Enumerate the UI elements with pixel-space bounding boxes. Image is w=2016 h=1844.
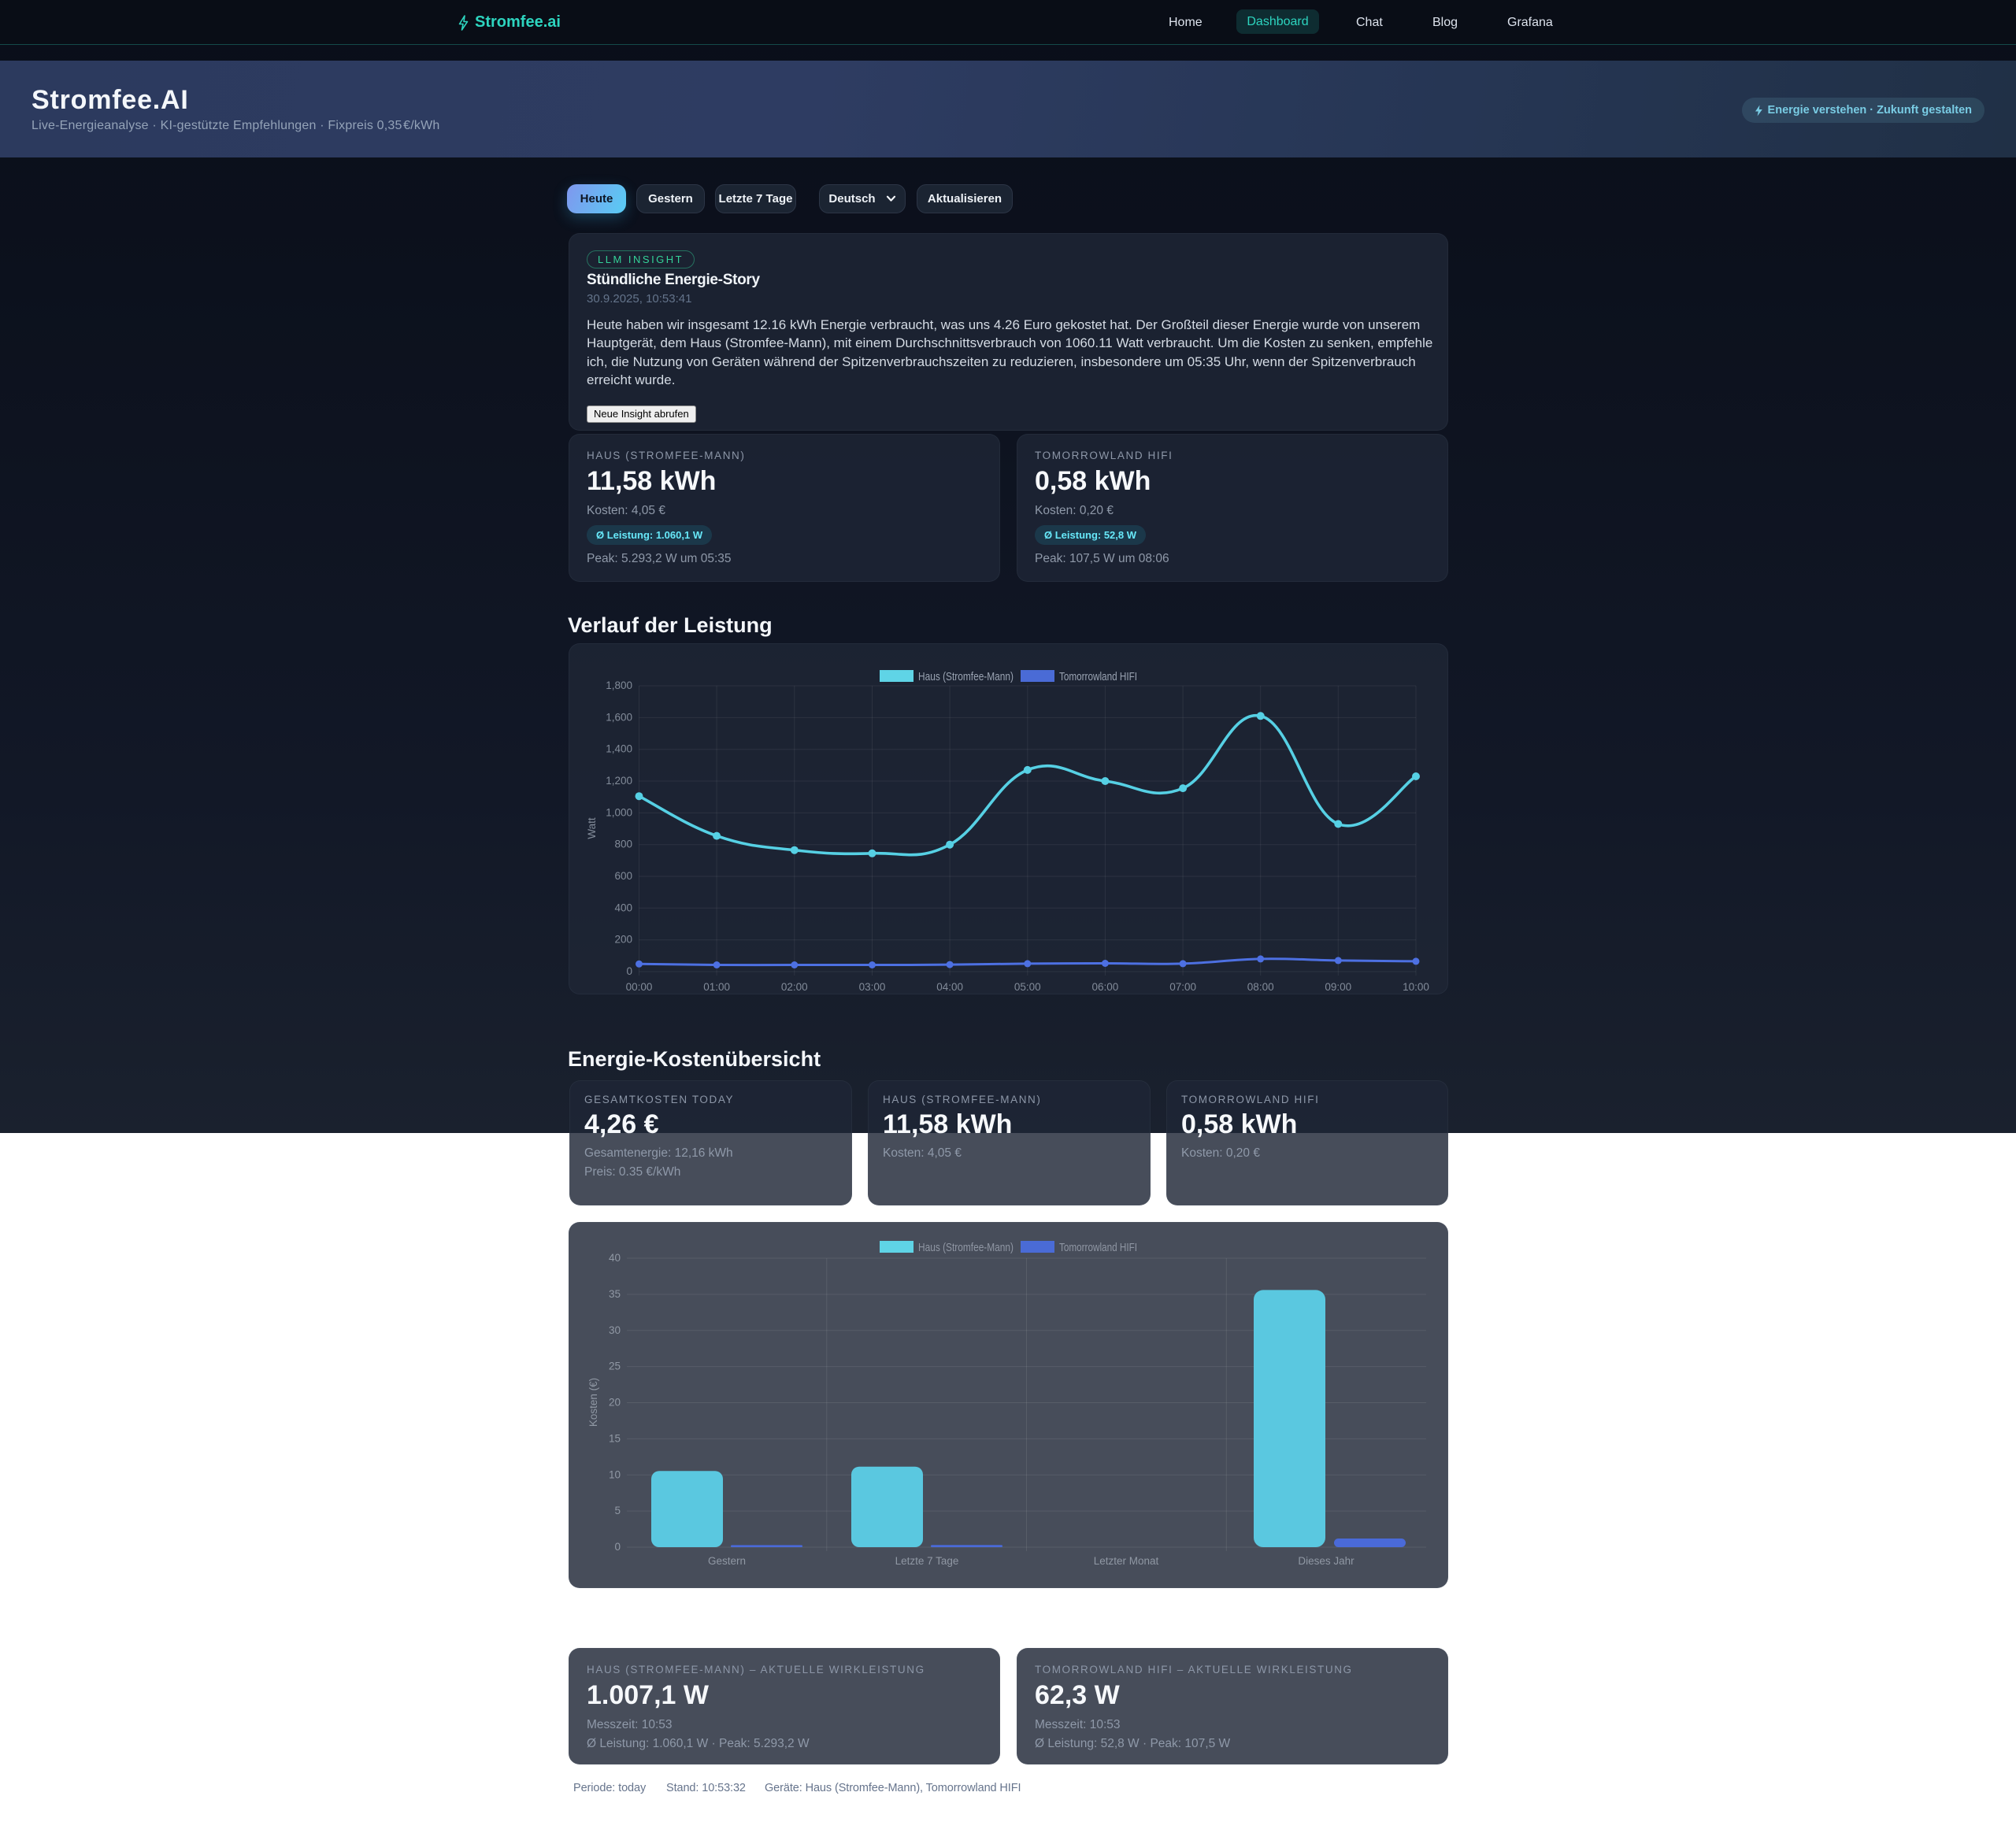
svg-text:04:00: 04:00: [936, 981, 963, 993]
svg-text:Haus (Stromfee-Mann): Haus (Stromfee-Mann): [918, 671, 1014, 683]
svg-text:05:00: 05:00: [1014, 981, 1041, 993]
svg-text:Letzte 7 Tage: Letzte 7 Tage: [895, 1555, 959, 1567]
svg-text:06:00: 06:00: [1092, 981, 1119, 993]
svg-text:09:00: 09:00: [1325, 981, 1351, 993]
svg-text:01:00: 01:00: [703, 981, 730, 993]
svg-text:10: 10: [609, 1468, 621, 1480]
svg-text:02:00: 02:00: [781, 981, 808, 993]
svg-text:03:00: 03:00: [859, 981, 886, 993]
svg-text:00:00: 00:00: [626, 981, 653, 993]
svg-text:20: 20: [609, 1397, 621, 1409]
svg-text:5: 5: [614, 1505, 621, 1516]
svg-text:25: 25: [609, 1361, 621, 1372]
svg-text:0: 0: [614, 1541, 621, 1553]
svg-text:08:00: 08:00: [1247, 981, 1274, 993]
svg-text:200: 200: [614, 934, 632, 946]
svg-text:10:00: 10:00: [1403, 981, 1429, 993]
svg-text:Gestern: Gestern: [708, 1555, 746, 1567]
svg-text:Letzter Monat: Letzter Monat: [1094, 1555, 1159, 1567]
svg-text:35: 35: [609, 1288, 621, 1300]
svg-text:30: 30: [609, 1324, 621, 1336]
svg-text:Watt: Watt: [586, 817, 598, 839]
svg-text:1,200: 1,200: [606, 775, 632, 787]
svg-text:Haus (Stromfee-Mann): Haus (Stromfee-Mann): [918, 1242, 1014, 1254]
svg-text:400: 400: [614, 902, 632, 913]
svg-text:600: 600: [614, 870, 632, 882]
svg-text:800: 800: [614, 839, 632, 850]
svg-text:07:00: 07:00: [1169, 981, 1196, 993]
svg-text:1,400: 1,400: [606, 743, 632, 755]
svg-text:Tomorrowland HIFI: Tomorrowland HIFI: [1059, 1242, 1137, 1254]
svg-text:Tomorrowland HIFI: Tomorrowland HIFI: [1059, 671, 1137, 683]
svg-text:1,800: 1,800: [606, 679, 632, 691]
svg-text:1,000: 1,000: [606, 806, 632, 818]
svg-text:Dieses Jahr: Dieses Jahr: [1298, 1555, 1354, 1567]
svg-text:Kosten (€): Kosten (€): [587, 1378, 599, 1427]
svg-text:15: 15: [609, 1432, 621, 1444]
svg-text:40: 40: [609, 1252, 621, 1264]
svg-text:1,600: 1,600: [606, 711, 632, 723]
svg-text:0: 0: [626, 965, 632, 977]
